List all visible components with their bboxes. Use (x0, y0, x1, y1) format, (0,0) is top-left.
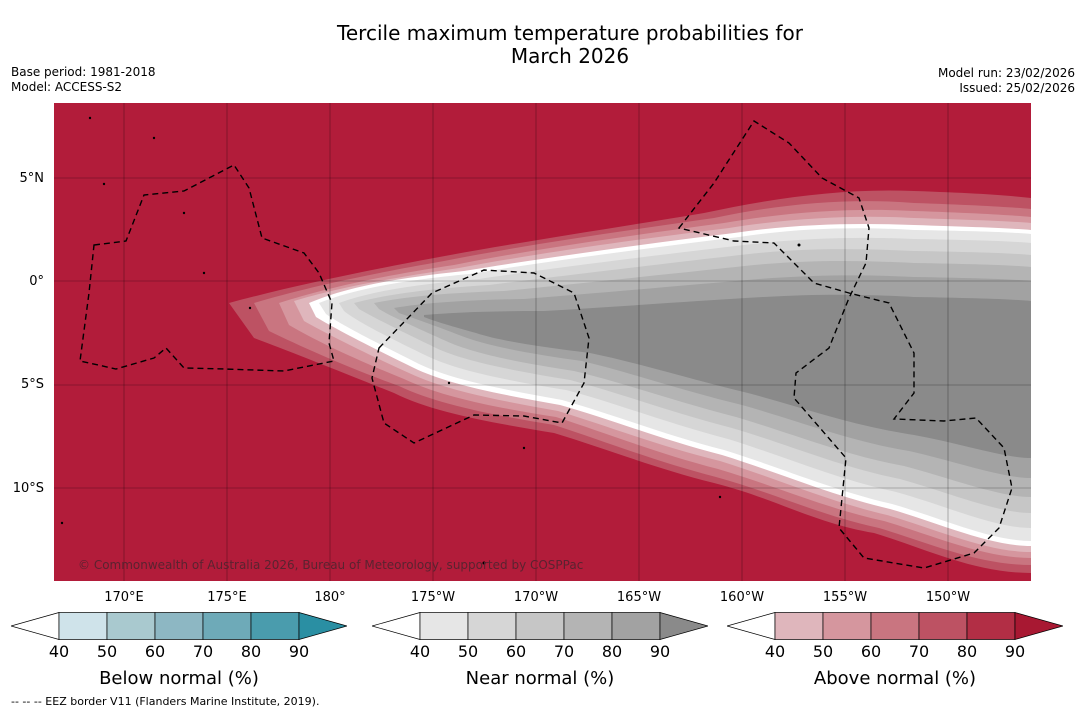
above-normal-tick-label: 80 (956, 642, 978, 661)
model-run: Model run: 23/02/2026 (937, 66, 1075, 80)
eez-footnote: -- -- -- EEZ border V11 (Flanders Marine… (11, 695, 320, 708)
above-normal-segment (774, 612, 824, 640)
above-normal-segment (822, 612, 872, 640)
near-normal-tick-label: 90 (649, 642, 671, 661)
near-normal-tick-label: 40 (409, 642, 431, 661)
near-normal-colorbar-title: Near normal (%) (465, 668, 615, 689)
near-normal-under-triangle (372, 612, 421, 640)
near-normal-90 (424, 294, 1031, 458)
near-normal-tick-label: 80 (601, 642, 623, 661)
lon-label-170e: 170°E (104, 590, 144, 605)
lon-label-150w: 150°W (925, 590, 971, 605)
model-name: Model: ACCESS-S2 (11, 80, 123, 94)
above-normal-colorbar-title: Above normal (%) (813, 668, 977, 689)
lon-label-180: 180° (314, 590, 346, 605)
map-copyright: © Commonwealth of Australia 2026, Bureau… (78, 558, 584, 572)
below-normal-under-triangle (11, 612, 60, 640)
near-normal-tick-label: 60 (505, 642, 527, 661)
below-normal-segment (106, 612, 156, 640)
above-normal-segment (870, 612, 920, 640)
title-line-2: March 2026 (510, 44, 630, 68)
below-normal-colorbar-title: Below normal (%) (99, 668, 259, 689)
below-normal-tick-label: 70 (192, 642, 214, 661)
below-normal-tick-label: 60 (144, 642, 166, 661)
lat-label-10s: 10°S (12, 481, 44, 496)
near-normal-colorbar (372, 612, 708, 640)
near-normal-segment (419, 612, 469, 640)
near-normal-segment (467, 612, 517, 640)
probability-map (54, 103, 1031, 581)
below-normal-over-triangle (298, 612, 347, 640)
above-normal-tick-label: 40 (764, 642, 786, 661)
above-normal-tick-label: 90 (1004, 642, 1026, 661)
below-normal-segment (154, 612, 204, 640)
near-normal-over-triangle (659, 612, 708, 640)
lon-label-175w: 175°W (410, 590, 456, 605)
below-normal-segment (250, 612, 300, 640)
below-normal-segment (58, 612, 108, 640)
lon-label-160w: 160°W (719, 590, 765, 605)
lat-label-0: 0° (29, 274, 44, 289)
near-normal-segment (563, 612, 613, 640)
island-markers (60, 116, 801, 565)
below-normal-colorbar (11, 612, 347, 640)
above-normal-segment (918, 612, 968, 640)
below-normal-tick-label: 90 (288, 642, 310, 661)
lon-label-165w: 165°W (616, 590, 662, 605)
above-normal-segment (966, 612, 1016, 640)
near-normal-tick-label: 70 (553, 642, 575, 661)
below-normal-tick-label: 40 (48, 642, 70, 661)
near-normal-segment (515, 612, 565, 640)
above-normal-over-triangle (1014, 612, 1063, 640)
metadata-right: Model run: 23/02/2026 Issued: 25/02/2026 (938, 66, 1075, 96)
metadata-left: Base period: 1981-2018 Model: ACCESS-S2 (11, 65, 156, 95)
below-normal-segment (202, 612, 252, 640)
gridlines (54, 103, 1031, 581)
map-svg (54, 103, 1031, 581)
lon-label-175e: 175°E (207, 590, 247, 605)
base-period: Base period: 1981-2018 (11, 65, 156, 79)
above-normal-colorbar (727, 612, 1063, 640)
above-normal-tick-label: 60 (860, 642, 882, 661)
below-normal-tick-label: 80 (240, 642, 262, 661)
above-normal-under-triangle (727, 612, 776, 640)
lon-label-155w: 155°W (822, 590, 868, 605)
lat-label-5n: 5°N (19, 171, 45, 186)
eez-borders (79, 120, 1013, 569)
near-normal-segment (611, 612, 661, 640)
lon-label-170w: 170°W (513, 590, 559, 605)
lat-label-5s: 5°S (20, 377, 44, 392)
near-normal-tick-label: 50 (457, 642, 479, 661)
title-line-1: Tercile maximum temperature probabilitie… (337, 21, 803, 45)
chart-title: Tercile maximum temperature probabilitie… (0, 22, 1085, 68)
above-normal-tick-label: 70 (908, 642, 930, 661)
below-normal-tick-label: 50 (96, 642, 118, 661)
issued-date: Issued: 25/02/2026 (959, 81, 1075, 95)
above-normal-tick-label: 50 (812, 642, 834, 661)
